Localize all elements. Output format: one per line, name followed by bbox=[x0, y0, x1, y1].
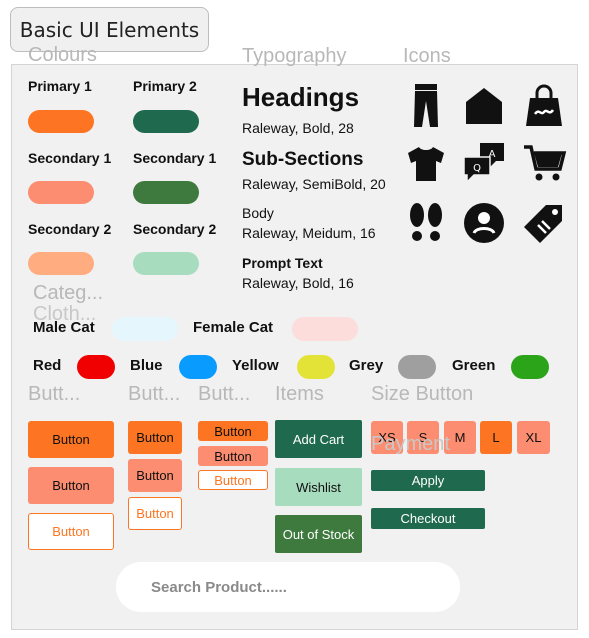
size-xs-button[interactable]: XS bbox=[371, 421, 403, 454]
section-clothing-label: Cloth... bbox=[33, 303, 97, 325]
secondary-2a-label: Secondary 2 bbox=[28, 221, 112, 237]
primary-2-label: Primary 2 bbox=[133, 78, 197, 94]
secondary-1a-swatch bbox=[28, 181, 94, 204]
typography-subsections: Sub-Sections bbox=[242, 149, 364, 170]
color-grey-label: Grey bbox=[349, 357, 384, 374]
section-buttons-small-label: Butt... bbox=[198, 383, 251, 405]
search-input[interactable] bbox=[116, 562, 460, 612]
secondary-2b-swatch bbox=[133, 252, 199, 275]
checkout-button[interactable]: Checkout bbox=[371, 508, 485, 529]
typography-headings-spec: Raleway, Bold, 28 bbox=[242, 120, 354, 136]
medium-secondary-button[interactable]: Button bbox=[128, 459, 182, 492]
section-buttons-medium-label: Butt... bbox=[128, 383, 181, 405]
color-red-label: Red bbox=[33, 357, 62, 374]
typography-prompt-spec: Raleway, Bold, 16 bbox=[242, 275, 354, 291]
color-blue-label: Blue bbox=[130, 357, 163, 374]
typography-subsections-spec: Raleway, SemiBold, 20 bbox=[242, 176, 386, 192]
secondary-1a-label: Secondary 1 bbox=[28, 150, 112, 166]
section-items-label: Items bbox=[275, 383, 324, 405]
section-colours-label: Colours bbox=[28, 44, 97, 66]
primary-1-swatch bbox=[28, 110, 94, 133]
primary-2-swatch bbox=[133, 110, 199, 133]
male-category-swatch[interactable] bbox=[112, 317, 178, 341]
cart-icon[interactable] bbox=[518, 137, 570, 189]
small-secondary-button[interactable]: Button bbox=[198, 446, 268, 466]
typography-body-spec: Raleway, Meidum, 16 bbox=[242, 225, 376, 241]
size-m-button[interactable]: M bbox=[444, 421, 476, 454]
typography-headings: Headings bbox=[242, 82, 360, 112]
tshirt-icon[interactable] bbox=[400, 137, 452, 189]
section-categories-label: Categ... bbox=[33, 282, 104, 304]
size-xl-button[interactable]: XL bbox=[517, 421, 550, 454]
section-icons-label: Icons bbox=[403, 45, 451, 67]
size-s-button[interactable]: S bbox=[407, 421, 439, 454]
male-category-label: Male Cat bbox=[33, 319, 95, 336]
small-outline-button[interactable]: Button bbox=[198, 470, 268, 490]
primary-1-label: Primary 1 bbox=[28, 78, 92, 94]
color-red-chip[interactable] bbox=[77, 355, 115, 379]
large-outline-button[interactable]: Button bbox=[28, 513, 114, 550]
apply-button[interactable]: Apply bbox=[371, 470, 485, 491]
color-yellow-chip[interactable] bbox=[297, 355, 335, 379]
user-circle-icon[interactable] bbox=[458, 197, 510, 249]
section-typography-label: Typography bbox=[242, 45, 347, 67]
secondary-1b-label: Secondary 1 bbox=[133, 150, 217, 166]
svg-text:A: A bbox=[489, 149, 496, 160]
price-tag-icon[interactable] bbox=[518, 197, 570, 249]
section-payment-label: Payment bbox=[371, 433, 450, 455]
typography-body: Body bbox=[242, 205, 274, 221]
out-of-stock-button[interactable]: Out of Stock bbox=[275, 515, 362, 553]
color-blue-chip[interactable] bbox=[179, 355, 217, 379]
female-category-label: Female Cat bbox=[193, 319, 274, 336]
large-primary-button[interactable]: Button bbox=[28, 421, 114, 458]
size-l-button[interactable]: L bbox=[480, 421, 512, 454]
female-category-swatch[interactable] bbox=[292, 317, 358, 341]
add-cart-button[interactable]: Add Cart bbox=[275, 420, 362, 458]
footprints-icon[interactable] bbox=[400, 197, 452, 249]
color-yellow-label: Yellow bbox=[232, 357, 279, 374]
color-green-label: Green bbox=[452, 357, 496, 374]
color-grey-chip[interactable] bbox=[398, 355, 436, 379]
secondary-2b-label: Secondary 2 bbox=[133, 221, 217, 237]
svg-text:Q: Q bbox=[473, 163, 481, 174]
app-title-tab[interactable]: Basic UI Elements bbox=[10, 7, 209, 52]
typography-prompt: Prompt Text bbox=[242, 255, 323, 271]
section-buttons-large-label: Butt... bbox=[28, 383, 81, 405]
large-secondary-button[interactable]: Button bbox=[28, 467, 114, 504]
small-primary-button[interactable]: Button bbox=[198, 421, 268, 441]
secondary-2a-swatch bbox=[28, 252, 94, 275]
color-green-chip[interactable] bbox=[511, 355, 549, 379]
medium-outline-button[interactable]: Button bbox=[128, 497, 182, 530]
section-size-button-label: Size Button bbox=[371, 383, 474, 405]
wishlist-button[interactable]: Wishlist bbox=[275, 468, 362, 506]
secondary-1b-swatch bbox=[133, 181, 199, 204]
home-icon[interactable] bbox=[458, 80, 510, 132]
trousers-icon[interactable] bbox=[400, 80, 452, 132]
shopping-bag-icon[interactable] bbox=[518, 80, 570, 132]
medium-primary-button[interactable]: Button bbox=[128, 421, 182, 454]
